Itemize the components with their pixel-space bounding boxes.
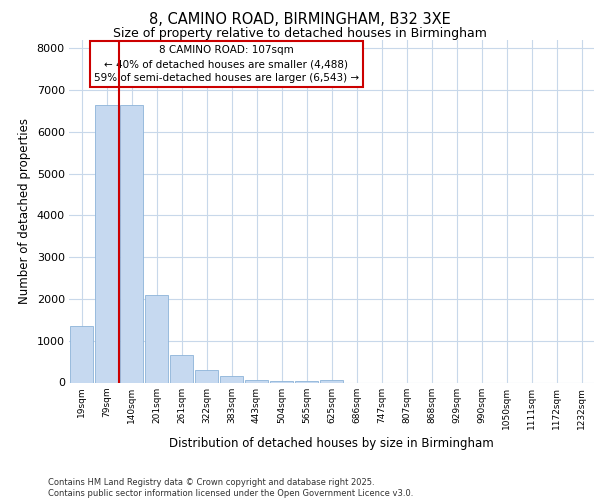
Y-axis label: Number of detached properties: Number of detached properties: [18, 118, 31, 304]
X-axis label: Distribution of detached houses by size in Birmingham: Distribution of detached houses by size …: [169, 437, 494, 450]
Bar: [70, 326, 93, 382]
Bar: [195, 370, 218, 382]
Text: Size of property relative to detached houses in Birmingham: Size of property relative to detached ho…: [113, 28, 487, 40]
Bar: [245, 380, 268, 382]
Bar: [220, 376, 243, 382]
Bar: [170, 356, 193, 382]
Bar: [120, 104, 143, 382]
Bar: [270, 381, 293, 382]
Bar: [320, 380, 343, 382]
Text: Contains HM Land Registry data © Crown copyright and database right 2025.
Contai: Contains HM Land Registry data © Crown c…: [48, 478, 413, 498]
Text: 8 CAMINO ROAD: 107sqm
← 40% of detached houses are smaller (4,488)
59% of semi-d: 8 CAMINO ROAD: 107sqm ← 40% of detached …: [94, 45, 359, 83]
Text: 8, CAMINO ROAD, BIRMINGHAM, B32 3XE: 8, CAMINO ROAD, BIRMINGHAM, B32 3XE: [149, 12, 451, 28]
Bar: [145, 295, 168, 382]
Bar: [95, 104, 118, 382]
